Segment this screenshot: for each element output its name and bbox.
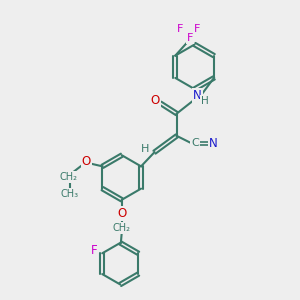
Text: CH₂: CH₂ [59, 172, 77, 182]
Text: H: H [201, 96, 209, 106]
Text: F: F [91, 244, 97, 257]
Text: CH₃: CH₃ [61, 189, 79, 199]
Text: F: F [187, 33, 193, 43]
Text: N: N [193, 89, 202, 102]
Text: O: O [82, 155, 91, 168]
Text: F: F [194, 25, 200, 34]
Text: CH₂: CH₂ [113, 223, 131, 233]
Text: C: C [191, 138, 199, 148]
Text: O: O [117, 207, 126, 220]
Text: O: O [150, 94, 160, 107]
Text: F: F [177, 25, 184, 34]
Text: H: H [141, 144, 149, 154]
Text: N: N [209, 137, 218, 150]
